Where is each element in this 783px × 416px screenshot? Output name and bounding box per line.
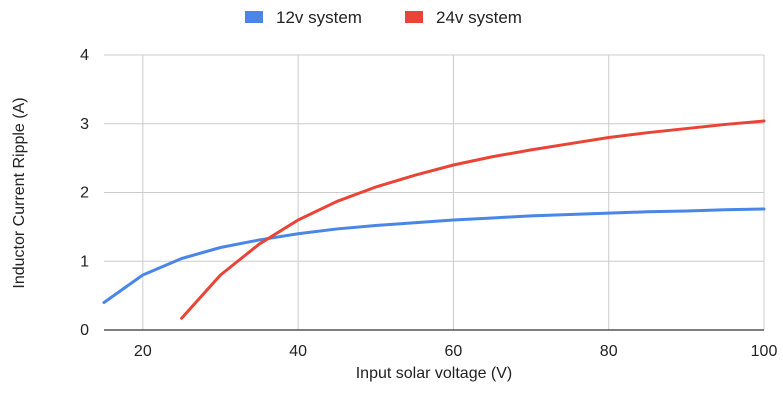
x-tick-label: 20: [134, 343, 152, 360]
series-line-24v-system: [180, 119, 766, 320]
legend-label-24v-system: 24v system: [436, 8, 522, 27]
y-axis-label: Inductor Current Ripple (A): [11, 97, 28, 288]
x-tick-label: 80: [600, 343, 618, 360]
y-tick-label: 0: [80, 322, 89, 339]
axes: 0 1 2 3 4 20 40 60 80 100: [80, 47, 777, 360]
x-tick-label: 100: [751, 343, 778, 360]
y-tick-label: 3: [80, 116, 89, 133]
y-tick-label: 4: [80, 47, 89, 64]
x-tick-label: 40: [289, 343, 307, 360]
legend-swatch-24v-system: [405, 11, 423, 23]
legend-swatch-12v-system: [245, 11, 263, 23]
series-lines: [102, 119, 766, 320]
y-tick-label: 2: [80, 185, 89, 202]
x-axis-label: Input solar voltage (V): [356, 365, 513, 382]
legend-label-12v-system: 12v system: [276, 8, 362, 27]
grid-lines: [104, 54, 765, 330]
series-line-12v-system: [102, 207, 766, 304]
x-tick-label: 60: [445, 343, 463, 360]
y-tick-label: 1: [80, 253, 89, 270]
legend: 12v system 24v system: [245, 8, 522, 27]
